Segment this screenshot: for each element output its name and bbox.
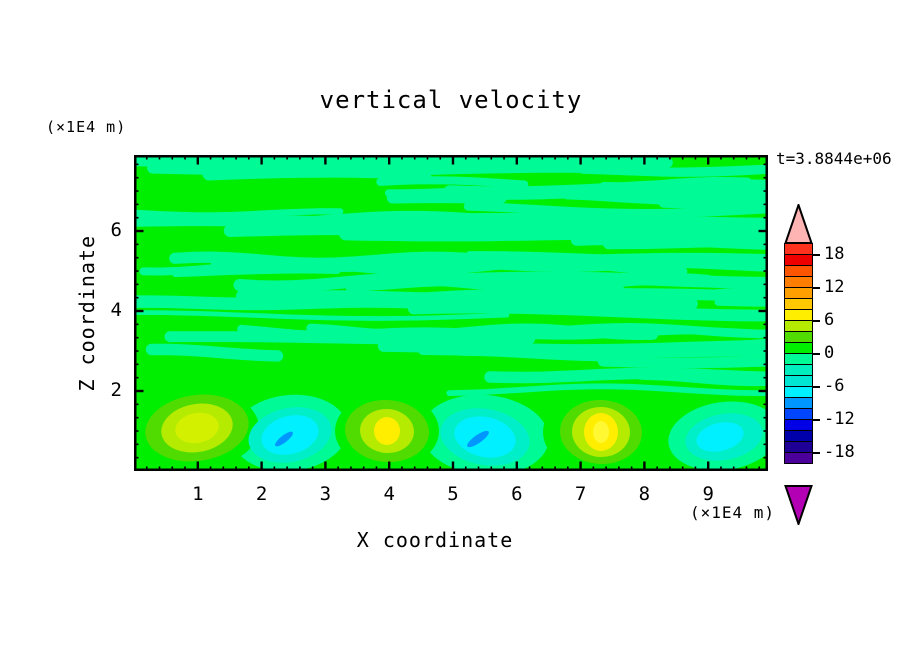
updraft-2-ring	[374, 417, 400, 445]
colorbar-tick-label: -12	[824, 409, 855, 429]
streak	[339, 225, 713, 242]
streak	[461, 288, 768, 302]
colorbar-segment	[785, 310, 812, 321]
x-tick-label: 7	[574, 483, 587, 505]
colorbar-segment	[785, 409, 812, 420]
streak	[599, 177, 752, 193]
x-axis-unit-label: (×1E4 m)	[689, 503, 775, 522]
streak	[376, 176, 529, 189]
colorbar-segment	[785, 277, 812, 288]
x-tick-label: 1	[192, 483, 204, 505]
chart-title: vertical velocity	[319, 86, 583, 114]
colorbar-over-range-arrow	[784, 204, 813, 244]
streak	[134, 214, 665, 233]
colorbar-segment	[785, 343, 812, 354]
streak	[463, 201, 768, 218]
plot-border	[134, 155, 768, 471]
colorbar-tick-label: 0	[824, 343, 835, 363]
streak	[134, 295, 698, 311]
colorbar-segment	[785, 288, 812, 299]
contour-plot	[134, 155, 768, 471]
colorbar-tick-label: 18	[824, 244, 845, 264]
streak	[658, 196, 768, 209]
streak	[446, 383, 768, 397]
streak	[597, 355, 768, 369]
x-tick-label: 9	[702, 483, 714, 505]
streak	[570, 233, 768, 250]
streak	[426, 163, 768, 177]
z-tick-label: 4	[110, 299, 122, 321]
z-tick-label: 2	[110, 379, 122, 401]
time-annotation: t=3.8844e+06	[776, 149, 892, 168]
colorbar-tick	[813, 254, 820, 256]
downdraft-3-ring	[696, 422, 744, 452]
colorbar-segment	[785, 376, 812, 387]
streak	[237, 324, 372, 340]
updraft-3-ring	[593, 421, 609, 443]
colorbar-segment	[785, 299, 812, 310]
downdraft-2-ring	[467, 430, 489, 448]
colorbar-tick	[813, 353, 820, 355]
colorbar-under-range-arrow	[784, 485, 813, 525]
colorbar-segment	[785, 266, 812, 277]
streak	[659, 254, 768, 264]
streak	[210, 258, 768, 273]
streak	[134, 155, 673, 169]
downdraft-1-ring	[275, 431, 293, 447]
under-range-triangle	[784, 485, 813, 525]
x-tick-label: 4	[383, 483, 395, 505]
streak	[317, 327, 768, 340]
z-axis-unit-label: (×1E4 m)	[46, 118, 127, 136]
colorbar-segment	[785, 255, 812, 266]
streak	[202, 164, 432, 181]
updraft-1-ring	[175, 412, 219, 444]
colorbar-segment	[785, 321, 812, 332]
streak	[134, 310, 510, 321]
colorbar-segment	[785, 365, 812, 376]
streak	[384, 186, 735, 197]
streak	[145, 343, 284, 362]
x-tick-label: 5	[447, 483, 459, 505]
x-tick-label: 6	[511, 483, 523, 505]
colorbar-tick	[813, 452, 820, 454]
streak	[465, 251, 672, 264]
colorbar-tick	[813, 320, 820, 322]
contour-plot-area	[134, 155, 768, 471]
x-axis-title: X coordinate	[356, 528, 514, 552]
colorbar-segment	[785, 244, 812, 255]
colorbar-segment	[785, 453, 812, 463]
colorbar-tick-label: 12	[824, 277, 845, 297]
x-tick-label: 2	[255, 483, 268, 505]
colorbar-segment	[785, 354, 812, 365]
streak	[380, 271, 768, 289]
colorbar-segment	[785, 387, 812, 398]
streak	[484, 367, 768, 384]
streak	[377, 339, 768, 357]
z-tick-label: 6	[110, 219, 122, 241]
streak	[725, 338, 768, 354]
colorbar-tick	[813, 419, 820, 421]
colorbar-tick-label: -6	[824, 376, 845, 396]
colorbar-tick-label: -18	[824, 442, 855, 462]
colorbar-segment	[785, 431, 812, 442]
colorbar-segment	[785, 398, 812, 409]
x-tick-label: 3	[319, 483, 332, 505]
colorbar-tick-label: 6	[824, 310, 835, 330]
colorbar-tick	[813, 287, 820, 289]
over-range-triangle	[784, 204, 813, 244]
colorbar-segment	[785, 420, 812, 431]
colorbar-tick	[813, 386, 820, 388]
colorbar-segment	[785, 442, 812, 453]
x-tick-label: 8	[638, 483, 651, 505]
colorbar-segment	[785, 332, 812, 343]
colorbar	[784, 243, 813, 464]
